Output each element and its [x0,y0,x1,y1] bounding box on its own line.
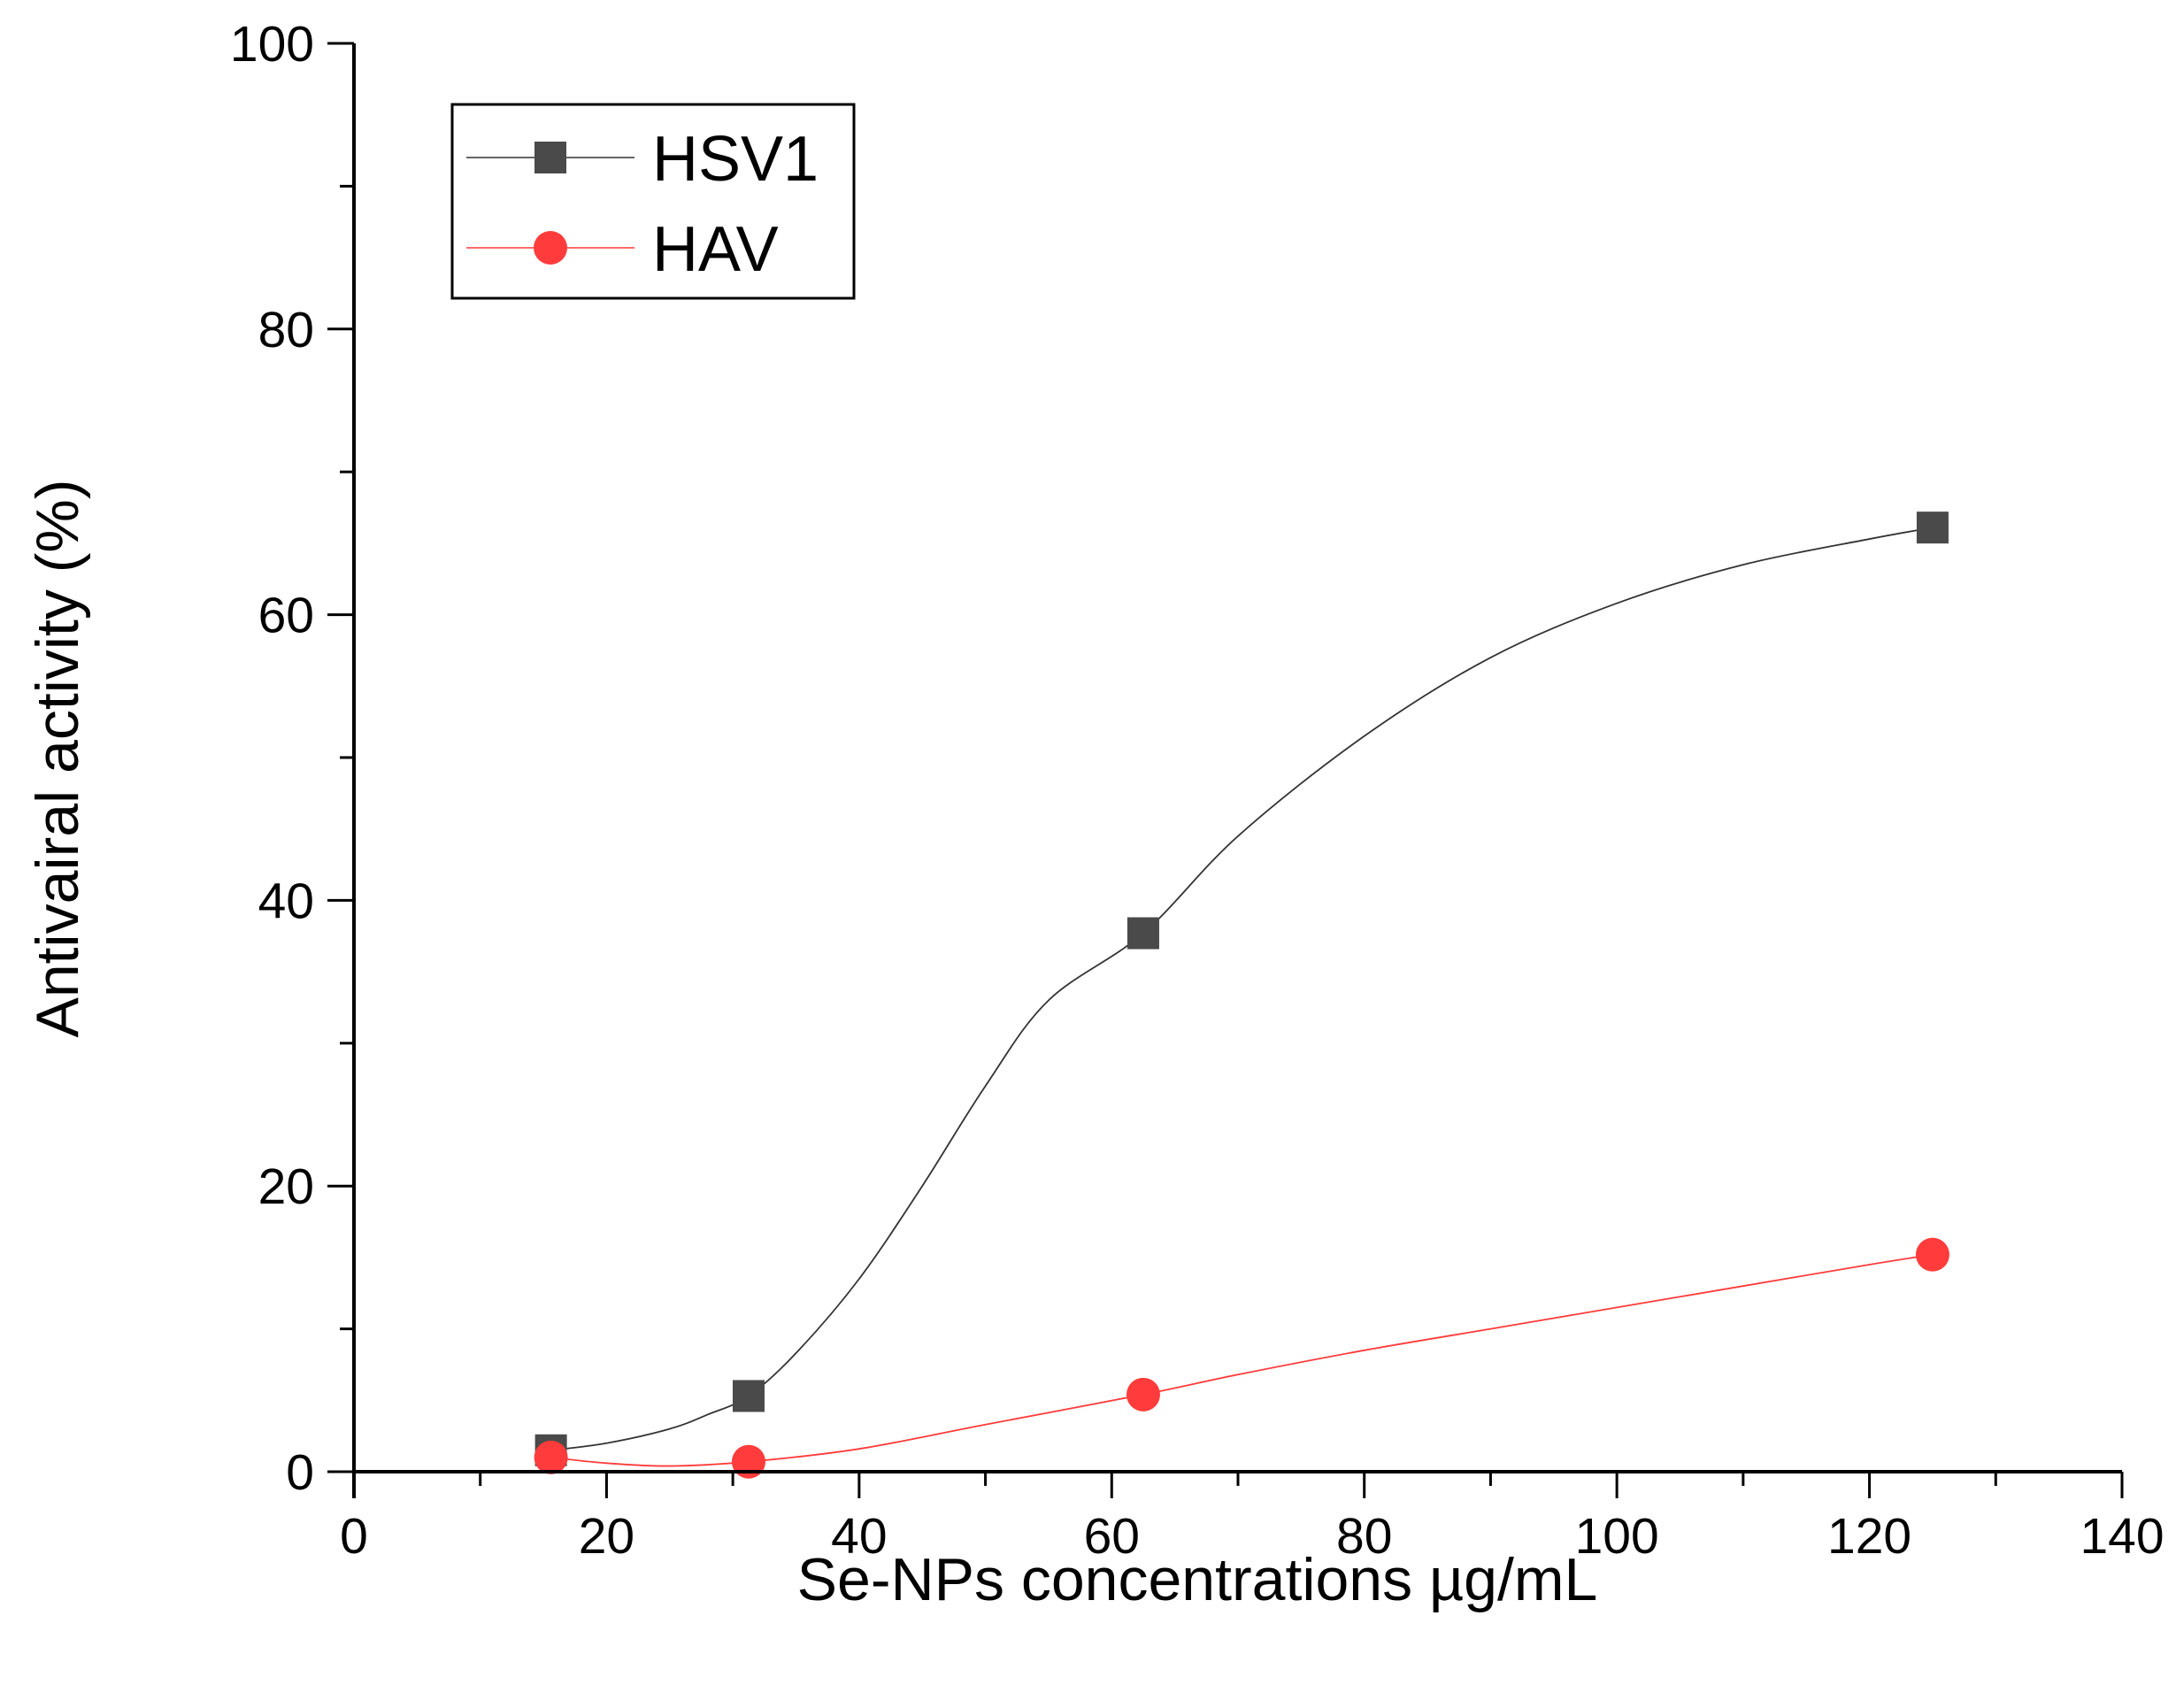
series-line-hav [550,1253,1934,1467]
y-axis-title: Antivairal activity (%) [24,479,91,1037]
x-tick-label: 0 [340,1508,368,1565]
legend-marker-hsv1 [534,142,566,173]
x-tick-label: 60 [1084,1508,1140,1565]
series-lines [550,527,1934,1467]
data-point-hsv1 [732,1380,765,1412]
x-tick-label: 80 [1336,1508,1392,1565]
data-point-hav [534,1440,568,1474]
y-tick-label: 60 [258,588,314,644]
data-point-hav [731,1444,765,1479]
y-tick-label: 40 [258,873,314,929]
ticks [327,42,2124,1498]
series-line-hsv1 [550,527,1934,1451]
legend-box [450,103,856,300]
x-tick-label: 40 [831,1508,887,1565]
y-tick-label: 0 [286,1444,314,1501]
data-point-hav [1915,1237,1949,1272]
x-axis-title: Se-NPs concentrations µg/mL [797,1546,1598,1613]
data-point-hsv1 [1126,917,1159,950]
x-tick-label: 20 [579,1508,634,1565]
x-tick-label: 100 [1575,1508,1659,1565]
data-point-hsv1 [1916,512,1949,544]
tick-labels: 0 20 40 60 80 100 120 140 0 20 40 60 80 100 [230,16,2164,1565]
legend-marker-hav [534,231,567,265]
y-tick-label: 20 [258,1158,314,1215]
x-tick-label: 140 [2080,1508,2164,1565]
legend-label-hav: HAV [652,214,779,285]
x-tick-label: 120 [1827,1508,1911,1565]
legend: HSV1 HAV [450,103,856,300]
series-markers [534,512,1949,1479]
y-tick-label: 80 [258,302,314,358]
y-tick-label: 100 [230,16,314,73]
data-point-hav [1126,1377,1160,1412]
legend-label-hsv1: HSV1 [652,124,819,195]
